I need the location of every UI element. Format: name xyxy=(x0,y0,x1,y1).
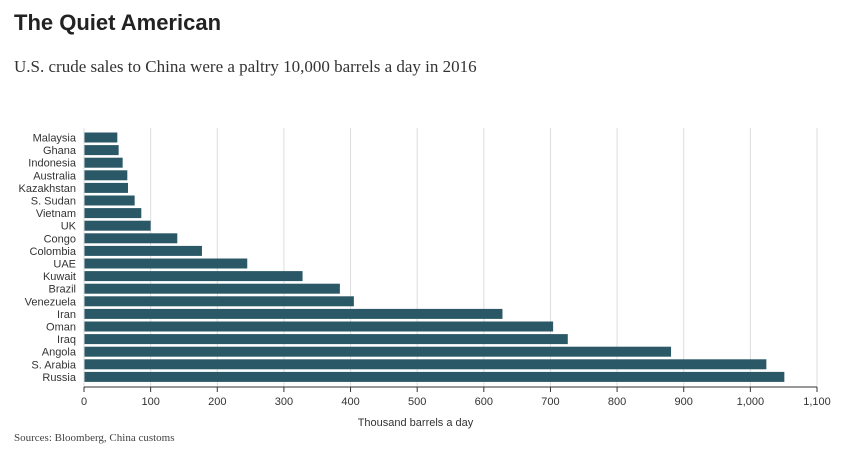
category-label: Congo xyxy=(44,233,76,245)
bar xyxy=(84,132,118,143)
bar xyxy=(84,245,202,256)
category-label: Ghana xyxy=(43,145,77,157)
bar xyxy=(84,346,672,357)
category-label: Malaysia xyxy=(33,133,77,145)
category-label: Indonesia xyxy=(28,158,77,170)
x-tick-label: 300 xyxy=(275,396,293,408)
bar xyxy=(84,195,135,206)
bar xyxy=(84,308,503,319)
bar xyxy=(84,157,123,168)
category-label: Angola xyxy=(42,347,77,359)
x-tick-label: 1,000 xyxy=(737,396,765,408)
bar xyxy=(84,359,767,370)
category-label: Oman xyxy=(46,322,76,334)
x-tick-label: 800 xyxy=(608,396,626,408)
category-label: Venezuela xyxy=(25,296,77,308)
category-label: Vietnam xyxy=(36,208,76,220)
bar xyxy=(84,296,354,307)
category-label: Iraq xyxy=(57,334,76,346)
bar xyxy=(84,321,554,332)
bar xyxy=(84,170,128,181)
source-note: Sources: Bloomberg, China customs xyxy=(14,432,175,444)
category-label: Iran xyxy=(57,309,76,321)
bar xyxy=(84,334,568,345)
category-label: Kazakhstan xyxy=(19,183,76,195)
bar xyxy=(84,182,128,193)
bar xyxy=(84,208,142,219)
x-tick-label: 500 xyxy=(408,396,426,408)
category-label: S. Arabia xyxy=(31,359,77,371)
category-label: UAE xyxy=(53,259,76,271)
category-label: S. Sudan xyxy=(31,196,76,208)
chart-subtitle: U.S. crude sales to China were a paltry … xyxy=(14,57,477,76)
bars xyxy=(84,132,785,382)
category-labels: MalaysiaGhanaIndonesiaAustraliaKazakhsta… xyxy=(19,133,77,384)
category-label: Brazil xyxy=(48,284,76,296)
x-tick-label: 400 xyxy=(341,396,359,408)
category-label: Russia xyxy=(42,372,77,384)
bar xyxy=(84,271,303,282)
x-axis-title: Thousand barrels a day xyxy=(358,417,474,429)
x-tick-label: 200 xyxy=(208,396,226,408)
bar xyxy=(84,283,340,294)
x-tick-label: 1,100 xyxy=(803,396,831,408)
x-tick-label: 900 xyxy=(675,396,693,408)
x-axis: 0 100 200 300 400 500 600 700 800 900 1,000 1,100 xyxy=(81,386,831,408)
category-label: Kuwait xyxy=(43,271,76,283)
chart-title: The Quiet American xyxy=(14,10,222,35)
category-label: Australia xyxy=(33,170,77,182)
bar xyxy=(84,258,248,269)
x-tick-label: 600 xyxy=(475,396,493,408)
category-label: Colombia xyxy=(30,246,77,258)
bar xyxy=(84,233,178,244)
bar xyxy=(84,220,151,231)
x-tick-label: 700 xyxy=(541,396,559,408)
x-tick-label: 100 xyxy=(141,396,159,408)
x-tick-label: 0 xyxy=(81,396,87,408)
category-label: UK xyxy=(61,221,77,233)
bar xyxy=(84,145,119,156)
bar xyxy=(84,371,785,382)
